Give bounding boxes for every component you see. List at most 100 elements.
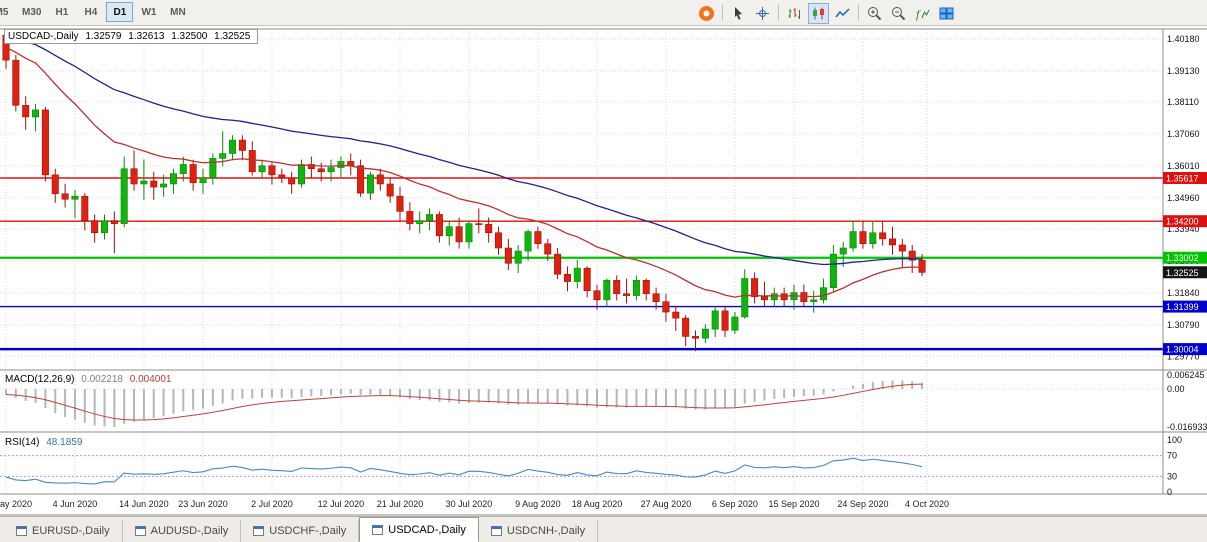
tab-label: USDCHF-,Daily xyxy=(269,525,347,537)
svg-text:1.38110: 1.38110 xyxy=(1167,97,1199,107)
rsi-indicator-label: RSI(14) 48.1859 xyxy=(5,436,86,449)
rsi-panel xyxy=(0,455,1163,485)
macd-panel xyxy=(0,380,1163,428)
price-chart-canvas[interactable]: 1.40180 1.39130 1.38110 1.37060 1.36010 1.349… xyxy=(0,26,1207,516)
svg-text:2 Jul 2020: 2 Jul 2020 xyxy=(251,499,293,509)
tab-label: EURUSD-,Daily xyxy=(32,525,110,537)
rsi-value: 48.1859 xyxy=(46,437,83,448)
macd-signal-value: 0.004001 xyxy=(129,374,172,385)
chart-close-value: 1.32525 xyxy=(214,31,251,42)
svg-text:24 Sep 2020: 24 Sep 2020 xyxy=(837,499,888,509)
svg-text:18 Aug 2020: 18 Aug 2020 xyxy=(572,499,623,509)
chart-tools-toolbar: f xyxy=(696,2,957,24)
cursor-icon[interactable] xyxy=(728,3,749,24)
svg-text:6 Sep 2020: 6 Sep 2020 xyxy=(712,499,758,509)
svg-text:30: 30 xyxy=(1167,471,1177,481)
candlestick-icon[interactable] xyxy=(808,2,829,24)
svg-text:0.006245: 0.006245 xyxy=(1167,370,1205,380)
zoom-in-icon[interactable] xyxy=(864,3,885,24)
svg-text:14 Jun 2020: 14 Jun 2020 xyxy=(119,499,169,509)
timeframe-button-m5[interactable]: M5 xyxy=(0,2,15,22)
tab-audusd-daily[interactable]: AUDUSD-,Daily xyxy=(123,520,242,542)
chart-open-value: 1.32579 xyxy=(85,31,122,42)
svg-text:1.37060: 1.37060 xyxy=(1167,129,1200,139)
bar-chart-icon[interactable] xyxy=(784,3,805,24)
svg-text:4 Jun 2020: 4 Jun 2020 xyxy=(53,499,98,509)
svg-text:-0.016933: -0.016933 xyxy=(1167,422,1207,432)
svg-text:1.31399: 1.31399 xyxy=(1166,302,1199,312)
chart-tab-icon xyxy=(490,526,502,536)
svg-text:23 Jun 2020: 23 Jun 2020 xyxy=(178,499,228,509)
timeframe-toolbar: M5 M30 H1 H4 D1 W1 MN xyxy=(0,2,192,22)
chart-high-value: 1.32613 xyxy=(128,31,165,42)
toolbar-separator xyxy=(858,5,859,21)
svg-text:1.39130: 1.39130 xyxy=(1167,66,1200,76)
svg-text:15 Sep 2020: 15 Sep 2020 xyxy=(768,499,819,509)
svg-text:27 Aug 2020: 27 Aug 2020 xyxy=(641,499,692,509)
svg-text:1.30790: 1.30790 xyxy=(1167,320,1200,330)
tab-label: AUDUSD-,Daily xyxy=(150,525,229,537)
svg-text:21 Jul 2020: 21 Jul 2020 xyxy=(377,499,424,509)
candles xyxy=(2,30,926,352)
zoom-out-icon[interactable] xyxy=(888,3,909,24)
toolbar-separator xyxy=(778,5,779,21)
svg-text:1.40180: 1.40180 xyxy=(1167,34,1200,44)
tab-usdcad-daily[interactable]: USDCAD-,Daily xyxy=(359,517,479,542)
svg-text:1.34960: 1.34960 xyxy=(1167,193,1200,203)
moving-averages xyxy=(5,35,923,298)
macd-indicator-label: MACD(12,26,9) 0.002218 0.004001 xyxy=(5,373,175,386)
timeframe-button-d1[interactable]: D1 xyxy=(106,2,134,22)
tab-label: USDCAD-,Daily xyxy=(388,523,466,536)
svg-text:4 Oct 2020: 4 Oct 2020 xyxy=(905,499,949,509)
svg-text:1.29770: 1.29770 xyxy=(1167,351,1200,361)
indicators-icon[interactable]: f xyxy=(912,3,933,24)
tile-windows-icon[interactable] xyxy=(936,3,957,24)
chart-tab-icon xyxy=(253,526,265,536)
chart-grid xyxy=(0,30,1163,494)
svg-text:70: 70 xyxy=(1167,451,1177,461)
app-logo-icon[interactable] xyxy=(696,3,717,24)
date-axis-labels: 26 May 2020 4 Jun 2020 14 Jun 2020 23 Jun 2… xyxy=(0,499,949,509)
chart-tab-bar: EURUSD-,Daily AUDUSD-,Daily USDCHF-,Dail… xyxy=(0,516,1207,542)
chart-tab-icon xyxy=(372,524,384,535)
timeframe-button-mn[interactable]: MN xyxy=(164,2,191,22)
svg-text:30 Jul 2020: 30 Jul 2020 xyxy=(446,499,493,509)
tab-usdcnh-daily[interactable]: USDCNH-,Daily xyxy=(479,520,599,542)
macd-name: MACD(12,26,9) xyxy=(5,374,75,385)
chart-tab-icon xyxy=(16,526,27,536)
svg-text:1.33002: 1.33002 xyxy=(1166,253,1199,263)
svg-text:0: 0 xyxy=(1167,487,1172,497)
price-badges: 1.35617 1.34200 1.33002 1.31399 1.30004 1.325… xyxy=(1163,171,1207,356)
svg-text:1.30004: 1.30004 xyxy=(1166,345,1199,355)
rsi-name: RSI(14) xyxy=(5,437,40,448)
svg-text:100: 100 xyxy=(1167,435,1182,445)
top-toolbar: M5 M30 H1 H4 D1 W1 MN xyxy=(0,0,1207,26)
crosshair-icon[interactable] xyxy=(752,3,773,24)
svg-text:1.33940: 1.33940 xyxy=(1167,224,1200,234)
svg-text:1.35617: 1.35617 xyxy=(1166,173,1199,183)
tab-label: USDCNH-,Daily xyxy=(506,525,586,537)
svg-text:f: f xyxy=(916,7,921,21)
line-chart-icon[interactable] xyxy=(832,3,853,24)
macd-main-value: 0.002218 xyxy=(81,374,123,385)
chart-background xyxy=(0,26,1207,516)
chart-tab-icon xyxy=(134,526,146,536)
tab-eurusd-daily[interactable]: EURUSD-,Daily xyxy=(4,520,123,542)
chart-symbol-label: USDCAD-,Daily xyxy=(8,31,79,42)
chart-low-value: 1.32500 xyxy=(171,31,208,42)
svg-text:1.36010: 1.36010 xyxy=(1167,161,1200,171)
svg-text:9 Aug 2020: 9 Aug 2020 xyxy=(515,499,561,509)
svg-text:12 Jul 2020: 12 Jul 2020 xyxy=(318,499,365,509)
svg-text:0.00: 0.00 xyxy=(1167,384,1185,394)
svg-text:1.32525: 1.32525 xyxy=(1166,268,1199,278)
svg-text:1.31840: 1.31840 xyxy=(1167,288,1200,298)
timeframe-button-h1[interactable]: H1 xyxy=(48,2,75,22)
svg-text:26 May 2020: 26 May 2020 xyxy=(0,499,32,509)
tab-usdchf-daily[interactable]: USDCHF-,Daily xyxy=(241,520,360,542)
timeframe-button-w1[interactable]: W1 xyxy=(135,2,162,22)
toolbar-separator xyxy=(722,5,723,21)
timeframe-button-m30[interactable]: M30 xyxy=(17,2,46,22)
timeframe-button-h4[interactable]: H4 xyxy=(77,2,104,22)
chart-ohlc-title: USDCAD-,Daily 1.32579 1.32613 1.32500 1.… xyxy=(4,29,259,44)
